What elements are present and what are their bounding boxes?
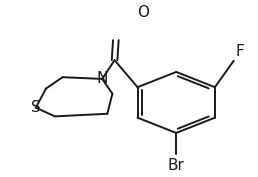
Text: F: F bbox=[236, 44, 244, 59]
Text: O: O bbox=[137, 5, 149, 20]
Text: S: S bbox=[31, 100, 41, 115]
Text: N: N bbox=[96, 71, 108, 86]
Text: Br: Br bbox=[168, 158, 185, 173]
